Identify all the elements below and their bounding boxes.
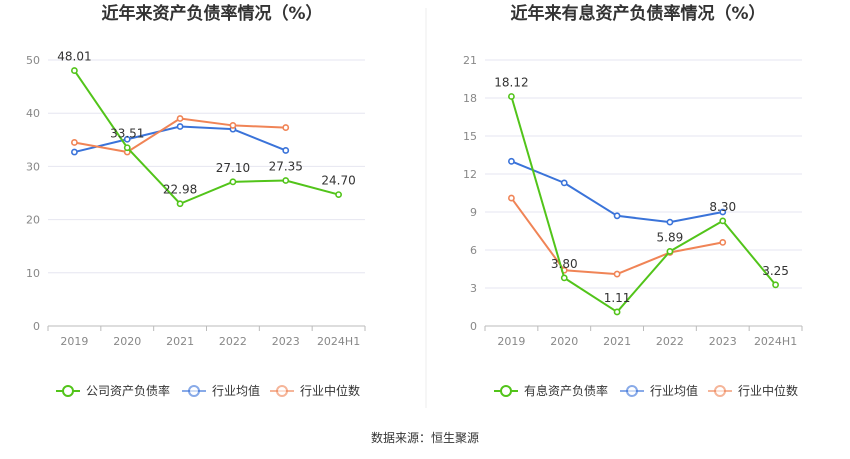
data-point-company [229,178,237,186]
data-point-industry_avg [560,179,568,187]
x-tick-label: 2022 [219,335,247,348]
y-tick-label: 50 [26,54,40,67]
data-point-company [613,308,621,316]
y-tick-label: 40 [26,107,40,120]
legend-marker-icon [276,385,288,397]
chart-panel-1: 近年来资产负债率情况（%） 0 10 20 30 40 50 2019 2020 2021 2022… [26,3,366,398]
y-tick-label: 15 [463,130,477,143]
x-tick-label: 2024H1 [317,335,360,348]
legend-item-industry_avg: 行业均值 [620,383,698,398]
data-point-company [666,247,674,255]
data-point-industry_avg [719,208,727,216]
chart-title: 近年来资产负债率情况（%） [101,3,322,24]
data-label: 3.25 [762,264,789,278]
legend-marker-icon [626,385,638,397]
x-tick-label: 2023 [272,335,300,348]
data-point-industry_avg [613,212,621,220]
y-tick-label: 0 [470,320,477,333]
data-point-company [335,191,342,198]
data-label: 27.35 [269,159,303,173]
y-tick-label: 18 [463,92,477,105]
data-point-industry_avg [71,148,78,156]
legend-item-company: 有息资产负债率 [494,383,608,398]
legend-label: 行业均值 [650,383,698,398]
y-tick-label: 6 [470,244,477,257]
y-tick-label: 20 [26,214,40,227]
chart-title: 近年来有息资产负债率情况（%） [510,3,765,24]
data-label: 27.10 [216,161,250,175]
legend-marker-icon [188,385,200,397]
legend-marker-icon [62,385,74,397]
data-point-company [508,93,515,100]
y-tick-label: 12 [463,168,477,181]
legend-label: 公司资产负债率 [86,383,170,398]
data-label: 22.98 [163,183,197,197]
y-tick-label: 21 [463,54,477,67]
x-tick-label: 2021 [166,335,194,348]
data-label: 3.80 [551,257,578,271]
series-line-company [73,70,339,205]
data-point-industry_avg [508,157,515,165]
legend-marker-icon [500,385,512,397]
data-point-company [772,281,779,289]
legend-item-company: 公司资产负债率 [56,383,170,398]
series-line-industry_median [510,197,723,276]
data-label: 8.30 [709,200,736,214]
data-label: 48.01 [57,50,91,64]
x-tick-label: 2022 [656,335,684,348]
legend-label: 行业中位数 [738,383,798,398]
legend-label: 行业中位数 [300,383,360,398]
x-tick-label: 2021 [603,335,631,348]
x-tick-label: 2019 [60,335,88,348]
data-point-industry_median [508,194,515,202]
data-point-industry_median [71,139,78,146]
legend-item-industry_median: 行业中位数 [708,383,798,398]
data-point-industry_median [282,124,290,131]
legend-item-industry_avg: 行业均值 [182,383,260,398]
series-line-company [510,96,777,313]
x-tick-label: 2020 [550,335,578,348]
y-tick-label: 30 [26,160,40,173]
legend-label: 有息资产负债率 [524,383,608,398]
legend-item-industry_median: 行业中位数 [270,383,360,398]
data-point-company [176,200,184,208]
legend-label: 行业均值 [212,383,260,398]
data-source-note: 数据来源：恒生聚源 [371,430,479,445]
data-label: 24.70 [321,174,355,188]
data-point-industry_median [613,270,621,278]
chart-panel-2: 近年来有息资产负债率情况（%） 0 3 6 9 12 15 18 21 2019 2020 2021 2… [463,3,803,398]
x-tick-label: 2024H1 [754,335,797,348]
data-label: 5.89 [657,230,684,244]
data-label: 1.11 [604,291,631,305]
y-tick-label: 0 [33,320,40,333]
data-point-industry_median [229,122,237,129]
x-tick-label: 2023 [709,335,737,348]
y-tick-label: 3 [470,282,477,295]
x-tick-label: 2019 [497,335,525,348]
data-point-industry_median [176,115,184,122]
data-label: 33.51 [110,127,144,141]
legend-marker-icon [714,385,726,397]
y-tick-label: 10 [26,267,40,280]
data-point-industry_median [719,238,727,246]
data-point-industry_avg [176,123,184,130]
data-point-industry_avg [123,135,131,143]
data-point-company [560,274,568,282]
y-tick-label: 9 [470,206,477,219]
data-point-industry_avg [282,147,290,154]
data-point-company [719,217,727,225]
data-point-company [71,67,78,74]
data-point-industry_avg [666,218,674,226]
x-tick-label: 2020 [113,335,141,348]
data-label: 18.12 [494,75,528,89]
data-point-company [282,177,290,184]
data-point-company [123,144,131,152]
